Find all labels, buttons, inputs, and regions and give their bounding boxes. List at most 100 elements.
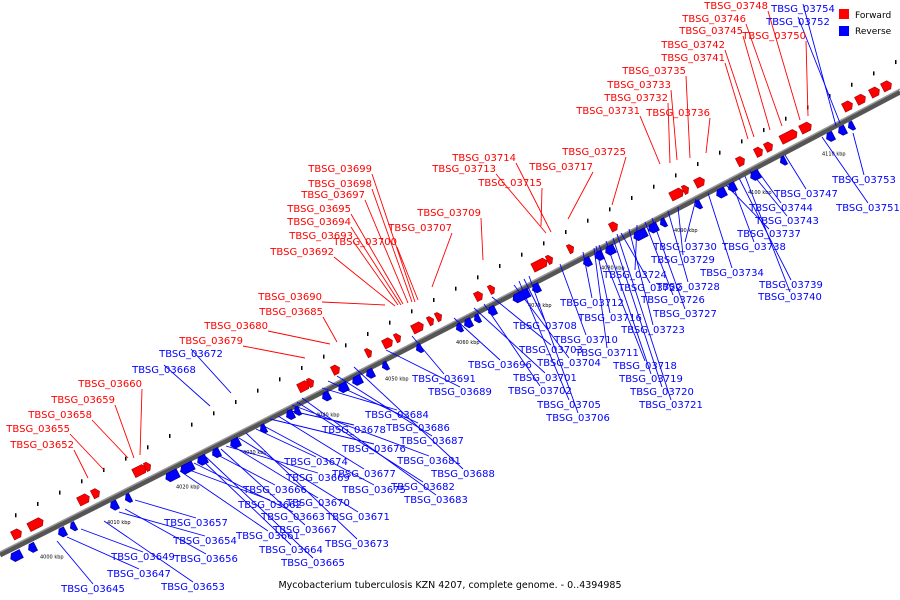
gene-label-tbsg-03748[interactable]: TBSG_03748 <box>703 1 768 12</box>
gene-label-tbsg-03694[interactable]: TBSG_03694 <box>286 217 351 228</box>
gene-label-tbsg-03667[interactable]: TBSG_03667 <box>272 525 337 536</box>
reverse-gene-arrow[interactable] <box>380 360 391 372</box>
gene-label-tbsg-03670[interactable]: TBSG_03670 <box>285 498 350 509</box>
forward-gene-arrow[interactable] <box>486 284 496 295</box>
gene-label-tbsg-03712[interactable]: TBSG_03712 <box>559 298 624 309</box>
gene-label-tbsg-03665[interactable]: TBSG_03665 <box>280 558 345 569</box>
gene-label-tbsg-03745[interactable]: TBSG_03745 <box>678 26 743 37</box>
forward-gene-arrow[interactable] <box>854 93 868 106</box>
gene-label-tbsg-03713[interactable]: TBSG_03713 <box>431 164 496 175</box>
gene-label-tbsg-03647[interactable]: TBSG_03647 <box>106 569 171 580</box>
forward-gene-arrow[interactable] <box>392 332 402 344</box>
forward-gene-arrow[interactable] <box>868 86 882 99</box>
gene-label-tbsg-03735[interactable]: TBSG_03735 <box>621 66 686 77</box>
gene-label-tbsg-03743[interactable]: TBSG_03743 <box>754 216 819 227</box>
forward-gene-arrow[interactable] <box>841 100 855 113</box>
reverse-gene-arrow[interactable] <box>632 227 649 242</box>
gene-label-tbsg-03717[interactable]: TBSG_03717 <box>528 162 593 173</box>
reverse-gene-arrow[interactable] <box>462 317 475 330</box>
gene-label-tbsg-03658[interactable]: TBSG_03658 <box>27 410 92 421</box>
reverse-gene-arrow[interactable] <box>778 155 789 167</box>
gene-label-tbsg-03706[interactable]: TBSG_03706 <box>545 413 610 424</box>
gene-label-tbsg-03684[interactable]: TBSG_03684 <box>364 410 429 421</box>
gene-label-tbsg-03725[interactable]: TBSG_03725 <box>561 147 626 158</box>
gene-label-tbsg-03674[interactable]: TBSG_03674 <box>283 457 348 468</box>
reverse-gene-arrow[interactable] <box>351 373 364 387</box>
gene-label-tbsg-03697[interactable]: TBSG_03697 <box>300 190 365 201</box>
gene-label-tbsg-03740[interactable]: TBSG_03740 <box>757 292 822 303</box>
gene-label-tbsg-03649[interactable]: TBSG_03649 <box>110 552 175 563</box>
gene-label-tbsg-03669[interactable]: TBSG_03669 <box>285 473 350 484</box>
gene-label-tbsg-03753[interactable]: TBSG_03753 <box>831 175 896 186</box>
gene-label-tbsg-03654[interactable]: TBSG_03654 <box>172 536 237 547</box>
gene-label-tbsg-03704[interactable]: TBSG_03704 <box>536 358 601 369</box>
reverse-gene-arrow[interactable] <box>68 521 79 533</box>
gene-label-tbsg-03692[interactable]: TBSG_03692 <box>269 247 334 258</box>
gene-label-tbsg-03718[interactable]: TBSG_03718 <box>612 361 677 372</box>
reverse-gene-arrow[interactable] <box>581 255 594 268</box>
gene-label-tbsg-03689[interactable]: TBSG_03689 <box>427 387 492 398</box>
gene-label-tbsg-03680[interactable]: TBSG_03680 <box>203 321 268 332</box>
gene-label-tbsg-03693[interactable]: TBSG_03693 <box>288 231 353 242</box>
gene-label-tbsg-03660[interactable]: TBSG_03660 <box>77 379 142 390</box>
gene-label-tbsg-03716[interactable]: TBSG_03716 <box>577 313 642 324</box>
gene-label-tbsg-03696[interactable]: TBSG_03696 <box>467 360 532 371</box>
forward-gene-arrow[interactable] <box>381 336 395 350</box>
reverse-gene-arrow[interactable] <box>604 243 617 257</box>
gene-label-tbsg-03729[interactable]: TBSG_03729 <box>650 255 715 266</box>
gene-label-tbsg-03722[interactable]: TBSG_03722 <box>617 283 682 294</box>
forward-gene-arrow[interactable] <box>433 311 443 323</box>
gene-label-tbsg-03739[interactable]: TBSG_03739 <box>758 280 823 291</box>
gene-label-tbsg-03700[interactable]: TBSG_03700 <box>332 237 397 248</box>
gene-label-tbsg-03668[interactable]: TBSG_03668 <box>131 365 196 376</box>
reverse-gene-arrow[interactable] <box>511 287 532 304</box>
forward-gene-arrow[interactable] <box>734 155 746 168</box>
reverse-gene-arrow[interactable] <box>647 221 660 235</box>
reverse-gene-arrow[interactable] <box>258 423 269 435</box>
gene-label-tbsg-03662[interactable]: TBSG_03662 <box>237 500 302 511</box>
reverse-gene-arrow[interactable] <box>108 499 121 512</box>
gene-label-tbsg-03737[interactable]: TBSG_03737 <box>736 229 801 240</box>
forward-gene-arrow[interactable] <box>26 516 45 533</box>
forward-gene-arrow[interactable] <box>798 121 814 135</box>
gene-label-tbsg-03673[interactable]: TBSG_03673 <box>324 539 389 550</box>
gene-label-tbsg-03645[interactable]: TBSG_03645 <box>60 584 125 595</box>
forward-gene-arrow[interactable] <box>762 141 774 153</box>
gene-label-tbsg-03685[interactable]: TBSG_03685 <box>258 307 323 318</box>
gene-label-tbsg-03671[interactable]: TBSG_03671 <box>325 512 390 523</box>
gene-label-tbsg-03742[interactable]: TBSG_03742 <box>660 40 725 51</box>
reverse-gene-arrow[interactable] <box>196 453 209 467</box>
gene-label-tbsg-03676[interactable]: TBSG_03676 <box>341 444 406 455</box>
reverse-gene-arrow[interactable] <box>824 130 837 143</box>
gene-label-tbsg-03710[interactable]: TBSG_03710 <box>553 335 618 346</box>
forward-gene-arrow[interactable] <box>880 79 894 93</box>
forward-gene-arrow[interactable] <box>76 493 92 507</box>
forward-gene-arrow[interactable] <box>530 257 549 273</box>
gene-label-tbsg-03655[interactable]: TBSG_03655 <box>5 424 70 435</box>
gene-label-tbsg-03730[interactable]: TBSG_03730 <box>652 242 717 253</box>
gene-label-tbsg-03732[interactable]: TBSG_03732 <box>603 93 668 104</box>
gene-label-tbsg-03720[interactable]: TBSG_03720 <box>629 387 694 398</box>
reverse-gene-arrow[interactable] <box>229 436 242 450</box>
reverse-gene-arrow[interactable] <box>284 408 297 421</box>
reverse-gene-arrow[interactable] <box>164 468 181 483</box>
gene-label-tbsg-03656[interactable]: TBSG_03656 <box>173 554 238 565</box>
gene-label-tbsg-03687[interactable]: TBSG_03687 <box>399 436 464 447</box>
gene-label-tbsg-03681[interactable]: TBSG_03681 <box>396 456 461 467</box>
reverse-gene-arrow[interactable] <box>846 120 857 132</box>
forward-gene-arrow[interactable] <box>363 347 373 359</box>
gene-label-tbsg-03727[interactable]: TBSG_03727 <box>652 309 717 320</box>
forward-gene-arrow[interactable] <box>425 315 435 327</box>
gene-label-tbsg-03747[interactable]: TBSG_03747 <box>773 189 838 200</box>
reverse-gene-arrow[interactable] <box>472 313 483 324</box>
gene-label-tbsg-03672[interactable]: TBSG_03672 <box>158 349 223 360</box>
gene-label-tbsg-03653[interactable]: TBSG_03653 <box>160 582 225 593</box>
gene-label-tbsg-03664[interactable]: TBSG_03664 <box>258 545 323 556</box>
gene-label-tbsg-03734[interactable]: TBSG_03734 <box>699 268 764 279</box>
reverse-gene-arrow[interactable] <box>292 405 303 417</box>
gene-label-tbsg-03652[interactable]: TBSG_03652 <box>9 440 74 451</box>
gene-label-tbsg-03733[interactable]: TBSG_03733 <box>606 80 671 91</box>
forward-gene-arrow[interactable] <box>565 243 575 255</box>
reverse-gene-arrow[interactable] <box>454 322 465 334</box>
reverse-gene-arrow[interactable] <box>693 199 704 211</box>
